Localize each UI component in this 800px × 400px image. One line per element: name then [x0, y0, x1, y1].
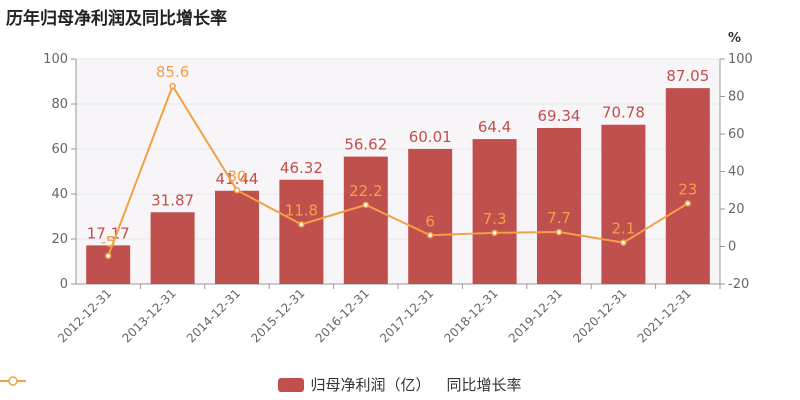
growth-value-label: 23 — [678, 180, 697, 198]
bar-value-label: 70.78 — [602, 104, 645, 122]
y-right-tick-label: -20 — [728, 277, 749, 292]
bar-value-label: 69.34 — [538, 107, 581, 125]
growth-value-label: -5 — [101, 233, 116, 251]
x-tick-label: 2019-12-31 — [506, 286, 565, 345]
bar — [215, 190, 259, 284]
y-right-tick-label: 40 — [728, 165, 745, 180]
growth-point — [620, 239, 627, 246]
legend-label-profit: 归母净利润（亿） — [310, 376, 431, 394]
bar — [408, 148, 453, 284]
bar — [537, 127, 581, 284]
growth-point — [491, 229, 498, 237]
y-right-unit: % — [728, 31, 741, 46]
growth-value-label: 85.6 — [156, 63, 189, 81]
x-tick-label: 2013-12-31 — [120, 286, 179, 345]
bar-value-label: 56.62 — [344, 136, 387, 154]
legend-item-profit[interactable]: 归母净利润（亿） — [278, 374, 431, 395]
bar-value-label: 31.87 — [151, 191, 194, 209]
x-tick-label: 2021-12-31 — [635, 286, 694, 345]
legend: 归母净利润（亿） 同比增长率 — [0, 374, 800, 395]
y-left-tick-label: 0 — [60, 277, 68, 292]
x-tick-label: 2015-12-31 — [248, 286, 307, 345]
growth-point — [362, 201, 370, 209]
bar-value-label: 87.05 — [666, 67, 709, 85]
bar — [601, 124, 646, 285]
x-tick-label: 2020-12-31 — [570, 286, 629, 345]
y-right-tick-label: 60 — [728, 127, 745, 142]
chart-title: 历年归母净利润及同比增长率 — [6, 9, 227, 29]
y-left-tick-label: 20 — [51, 232, 68, 247]
growth-value-label: 11.8 — [285, 201, 318, 219]
growth-point — [233, 187, 241, 194]
bar — [279, 179, 324, 284]
bar-value-label: 46.32 — [280, 159, 323, 177]
y-right-tick-label: 80 — [728, 90, 745, 105]
growth-line — [107, 83, 689, 257]
y-left-tick-label: 40 — [51, 187, 68, 202]
growth-point — [684, 200, 692, 207]
y-left-tick-label: 60 — [51, 142, 68, 157]
x-tick-label: 2014-12-31 — [184, 286, 243, 345]
x-tick-label: 2016-12-31 — [313, 286, 372, 345]
growth-value-label: 7.7 — [547, 209, 571, 227]
y-left-tick-label: 80 — [51, 97, 68, 112]
growth-point — [555, 228, 563, 236]
growth-point — [104, 252, 112, 260]
bar — [472, 139, 517, 284]
x-tick-label: 2018-12-31 — [442, 286, 501, 345]
growth-value-label: 22.2 — [349, 182, 382, 200]
growth-point — [426, 232, 434, 239]
bar — [86, 245, 131, 284]
legend-item-growth[interactable]: 同比增长率 — [0, 374, 522, 395]
growth-value-label: 6 — [425, 212, 435, 230]
legend-bar-swatch — [278, 377, 305, 392]
y-right-tick-label: 20 — [728, 202, 745, 217]
y-right-tick-label: 100 — [728, 52, 753, 67]
bar — [343, 156, 388, 284]
bar — [665, 88, 710, 284]
y-left-tick-label: 100 — [43, 52, 68, 67]
bar — [150, 212, 195, 284]
bar-value-label: 60.01 — [409, 128, 452, 146]
x-tick-label: 2017-12-31 — [377, 286, 436, 345]
bar-value-label: 64.4 — [478, 118, 511, 136]
growth-point — [298, 221, 305, 228]
x-tick-label: 2012-12-31 — [55, 286, 114, 345]
legend-line-swatch — [0, 376, 26, 386]
y-right-tick-label: 0 — [728, 240, 736, 255]
growth-point — [169, 82, 176, 90]
legend-label-growth: 同比增长率 — [446, 376, 522, 394]
growth-value-label: 30 — [227, 167, 246, 185]
growth-value-label: 2.1 — [611, 220, 635, 238]
growth-value-label: 7.3 — [483, 210, 507, 228]
